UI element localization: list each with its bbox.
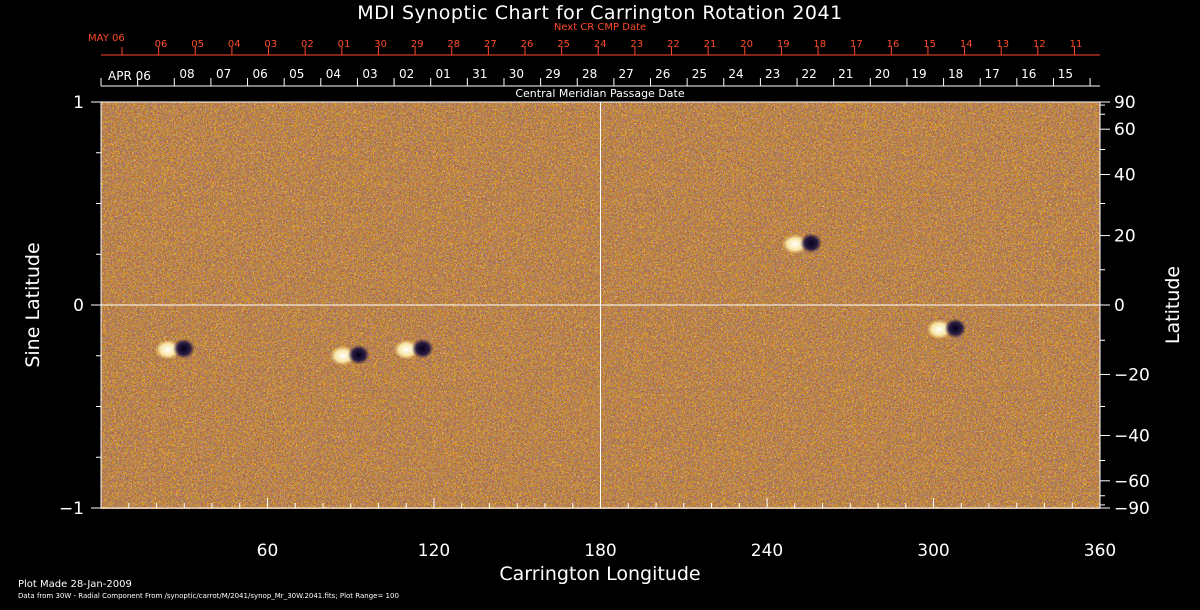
next-cmp-month-label: MAY 06 bbox=[88, 33, 125, 44]
negative-polarity bbox=[800, 233, 823, 254]
next-cmp-date-label: 16 bbox=[887, 39, 900, 50]
next-cmp-date-label: 02 bbox=[301, 39, 314, 50]
next-cmp-date-label: 17 bbox=[850, 39, 863, 50]
next-cmp-date-label: 26 bbox=[521, 39, 534, 50]
next-cmp-date-label: 15 bbox=[923, 39, 936, 50]
next-cmp-date-label: 28 bbox=[447, 39, 460, 50]
cmp-date-label: 30 bbox=[509, 67, 524, 81]
y-tick-label-left: 0 bbox=[73, 296, 84, 316]
y-axis-label-right: Latitude bbox=[1162, 265, 1184, 345]
active-regions bbox=[154, 233, 967, 366]
cmp-date-label: 05 bbox=[289, 67, 304, 81]
cmp-date-label: 25 bbox=[692, 67, 707, 81]
cmp-date-label: 29 bbox=[545, 67, 560, 81]
negative-polarity bbox=[347, 344, 370, 365]
cmp-date-label: 01 bbox=[436, 67, 451, 81]
next-cmp-date-label: 06 bbox=[155, 39, 168, 50]
cmp-date-label: 04 bbox=[326, 67, 341, 81]
y-axis-label-left: Sine Latitude bbox=[22, 242, 44, 368]
cmp-month-label: APR 06 bbox=[108, 69, 151, 83]
next-cmp-date-label: 23 bbox=[630, 39, 643, 50]
cmp-axis-label: Central Meridian Passage Date bbox=[515, 87, 685, 100]
cmp-date-label: 22 bbox=[802, 67, 817, 81]
y-tick-label-right: 0 bbox=[1114, 296, 1125, 316]
y-tick-label-right: 20 bbox=[1114, 227, 1136, 247]
next-cmp-date-label: 24 bbox=[594, 39, 607, 50]
next-cmp-date-label: 01 bbox=[338, 39, 351, 50]
active-region bbox=[782, 233, 823, 255]
y-tick-label-right: 40 bbox=[1114, 166, 1136, 186]
next-cmp-date-label: 12 bbox=[1033, 39, 1046, 50]
next-cmp-date-label: 11 bbox=[1070, 39, 1083, 50]
y-tick-label-right: −90 bbox=[1114, 499, 1150, 519]
cmp-date-label: 16 bbox=[1021, 67, 1036, 81]
y-tick-label-left: 1 bbox=[73, 93, 84, 113]
cmp-date-label: 06 bbox=[253, 67, 268, 81]
y-tick-label-right: 90 bbox=[1114, 93, 1136, 113]
y-tick-label-right: −60 bbox=[1114, 472, 1150, 492]
cmp-date-label: 02 bbox=[399, 67, 414, 81]
x-tick-label: 300 bbox=[917, 541, 949, 561]
cmp-date-label: 08 bbox=[179, 67, 194, 81]
chart-title: MDI Synoptic Chart for Carrington Rotati… bbox=[357, 2, 843, 24]
cmp-date-label: 07 bbox=[216, 67, 231, 81]
next-cmp-date-label: 18 bbox=[813, 39, 826, 50]
y-tick-label-left: −1 bbox=[59, 499, 84, 519]
next-cmp-date-label: 05 bbox=[191, 39, 204, 50]
plot-made-note: Plot Made 28-Jan-2009 bbox=[18, 579, 132, 590]
next-cmp-date-label: 27 bbox=[484, 39, 497, 50]
y-tick-label-right: −40 bbox=[1114, 426, 1150, 446]
next-cmp-date-label: 19 bbox=[777, 39, 790, 50]
active-region bbox=[154, 338, 195, 360]
cmp-date-label: 31 bbox=[472, 67, 487, 81]
next-cmp-date-label: 13 bbox=[996, 39, 1009, 50]
negative-polarity bbox=[411, 338, 434, 359]
data-source-note: Data from 30W - Radial Component From /s… bbox=[18, 592, 399, 600]
axes: 60 120 180 240 300 360 1 0 −1 90 60 40 20 0 −20 −40 −60 −… bbox=[59, 39, 1150, 561]
next-cmp-date-label: 30 bbox=[374, 39, 387, 50]
cmp-date-label: 18 bbox=[948, 67, 963, 81]
y-tick-label-right: −20 bbox=[1114, 365, 1150, 385]
cmp-date-label: 23 bbox=[765, 67, 780, 81]
next-cmp-date-label: 03 bbox=[264, 39, 277, 50]
next-cmp-date-label: 25 bbox=[557, 39, 570, 50]
grid-lines bbox=[101, 102, 1100, 508]
next-cmp-date-label: 21 bbox=[704, 39, 717, 50]
next-cmp-date-label: 04 bbox=[228, 39, 241, 50]
active-region bbox=[926, 318, 967, 340]
next-cmp-date-label: 14 bbox=[960, 39, 973, 50]
cmp-date-label: 24 bbox=[728, 67, 743, 81]
cmp-date-label: 19 bbox=[911, 67, 926, 81]
cmp-date-label: 17 bbox=[985, 67, 1000, 81]
cmp-date-label: 27 bbox=[619, 67, 634, 81]
x-tick-label: 60 bbox=[257, 541, 279, 561]
y-tick-label-right: 60 bbox=[1114, 120, 1136, 140]
active-region bbox=[393, 338, 434, 360]
cmp-date-label: 20 bbox=[875, 67, 890, 81]
next-cmp-date-label: 22 bbox=[667, 39, 680, 50]
cmp-date-label: 21 bbox=[838, 67, 853, 81]
negative-polarity bbox=[172, 338, 195, 359]
next-cmp-date-label: 20 bbox=[740, 39, 753, 50]
x-axis-label: Carrington Longitude bbox=[499, 563, 701, 585]
cmp-date-label: 15 bbox=[1058, 67, 1073, 81]
active-region bbox=[329, 344, 370, 366]
next-cmp-axis-label: Next CR CMP Date bbox=[553, 22, 647, 33]
next-cmp-date-label: 29 bbox=[411, 39, 424, 50]
x-tick-label: 120 bbox=[418, 541, 450, 561]
cmp-date-label: 03 bbox=[362, 67, 377, 81]
x-tick-label: 360 bbox=[1084, 541, 1116, 561]
negative-polarity bbox=[944, 318, 967, 339]
cmp-date-label: 26 bbox=[655, 67, 670, 81]
cmp-date-label: 28 bbox=[582, 67, 597, 81]
x-tick-label: 180 bbox=[584, 541, 616, 561]
x-tick-label: 240 bbox=[751, 541, 783, 561]
